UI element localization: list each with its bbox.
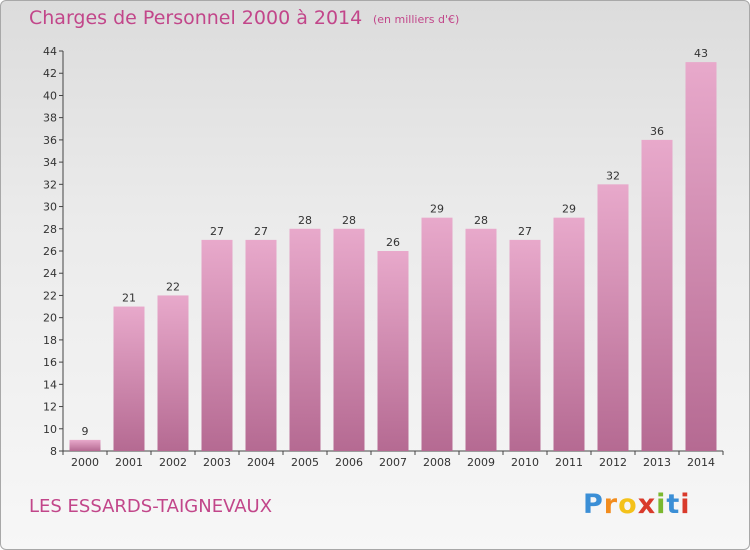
y-tick-label: 12: [43, 401, 57, 414]
data-label: 32: [606, 169, 620, 182]
chart-title: Charges de Personnel 2000 à 2014: [29, 7, 363, 29]
x-tick-label: 2006: [335, 456, 363, 469]
data-label: 29: [430, 203, 444, 216]
bar: [553, 217, 585, 451]
x-tick-label: 2004: [247, 456, 275, 469]
data-label: 28: [298, 214, 312, 227]
data-label: 36: [650, 125, 664, 138]
commune-name: LES ESSARDS-TAIGNEVAUX: [29, 496, 273, 517]
y-tick-label: 40: [43, 89, 57, 102]
data-label: 29: [562, 203, 576, 216]
data-label: 26: [386, 236, 400, 249]
bar: [465, 228, 497, 451]
logo-letter: r: [603, 489, 619, 520]
logo-letter: P: [583, 489, 604, 520]
chart-subtitle: (en milliers d'€): [373, 13, 460, 26]
x-tick-label: 2003: [203, 456, 231, 469]
y-tick-label: 34: [43, 156, 57, 169]
logo-letter: i: [656, 489, 667, 520]
y-tick-label: 36: [43, 134, 57, 147]
logo-letter: o: [618, 489, 638, 520]
y-tick-label: 20: [43, 312, 57, 325]
bar: [69, 439, 101, 451]
y-tick-label: 10: [43, 423, 57, 436]
y-tick-label: 30: [43, 201, 57, 214]
y-tick-label: 24: [43, 267, 57, 280]
y-tick-label: 14: [43, 378, 57, 391]
x-tick-label: 2009: [467, 456, 495, 469]
x-tick-label: 2008: [423, 456, 451, 469]
bar: [685, 62, 717, 451]
proxiti-logo[interactable]: Proxiti: [583, 489, 691, 520]
x-tick-label: 2014: [687, 456, 715, 469]
x-tick-label: 2013: [643, 456, 671, 469]
x-tick-label: 2010: [511, 456, 539, 469]
y-tick-label: 22: [43, 289, 57, 302]
y-tick-label: 16: [43, 356, 57, 369]
bars: [69, 62, 717, 452]
data-label: 27: [518, 225, 532, 238]
bar: [333, 228, 365, 451]
x-tick-label: 2007: [379, 456, 407, 469]
y-tick-label: 42: [43, 67, 57, 80]
value-labels: 9 21 22 27 27 28 28 26 29 28 27 29 32 36 43: [82, 47, 709, 438]
x-tick-label: 2005: [291, 456, 319, 469]
bar: [289, 228, 321, 451]
x-tick-label: 2012: [599, 456, 627, 469]
x-tick-label: 2011: [555, 456, 583, 469]
data-label: 9: [82, 425, 89, 438]
bar: [421, 217, 453, 451]
y-tick-label: 26: [43, 245, 57, 258]
bar: [597, 184, 629, 452]
y-tick-label: 8: [50, 445, 57, 458]
x-tick-label: 2002: [159, 456, 187, 469]
data-label: 27: [210, 225, 224, 238]
y-tick-label: 44: [43, 45, 57, 58]
data-label: 28: [342, 214, 356, 227]
y-tick-label: 18: [43, 334, 57, 347]
bar: [157, 295, 189, 451]
bar: [113, 306, 145, 451]
data-label: 27: [254, 225, 268, 238]
data-label: 21: [122, 292, 136, 305]
bar: [201, 239, 233, 451]
data-label: 28: [474, 214, 488, 227]
x-tick-label: 2001: [115, 456, 143, 469]
logo-letter: t: [666, 489, 681, 520]
logo-letter: x: [637, 489, 657, 520]
x-tick-label: 2000: [71, 456, 99, 469]
data-label: 43: [694, 47, 708, 60]
logo-letter: i: [680, 489, 691, 520]
bar: [377, 251, 409, 451]
bar: [509, 239, 541, 451]
y-tick-label: 38: [43, 112, 57, 125]
data-label: 22: [166, 280, 180, 293]
bar: [641, 139, 673, 451]
y-tick-label: 32: [43, 178, 57, 191]
bar: [245, 239, 277, 451]
y-tick-label: 28: [43, 223, 57, 236]
